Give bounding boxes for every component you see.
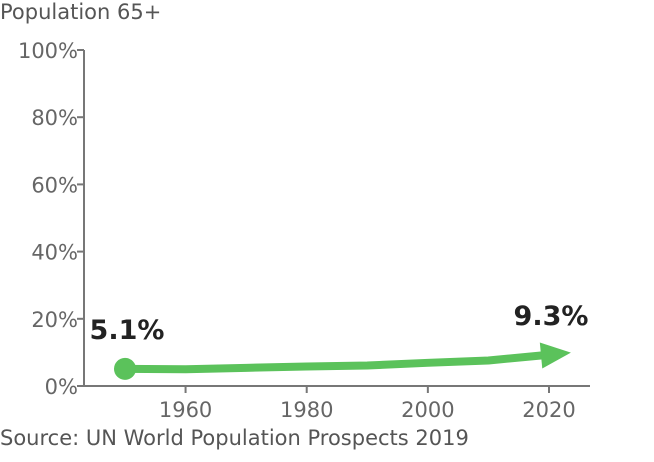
y-tick-label: 0% — [45, 375, 78, 399]
source-note: Source: UN World Population Prospects 20… — [0, 426, 469, 450]
series-line — [121, 350, 553, 374]
x-tick-label: 1960 — [159, 398, 212, 422]
x-tick-label: 2020 — [522, 398, 575, 422]
y-tick-label: 80% — [31, 106, 78, 130]
x-axis: 1960 1980 2000 2020 — [84, 385, 590, 422]
data-label: 5.1% — [90, 315, 165, 346]
data-labels: 5.1% 9.3% — [90, 301, 589, 346]
end-arrowhead — [539, 342, 571, 369]
y-tick-label: 20% — [31, 308, 78, 332]
y-tick-label: 100% — [18, 39, 78, 63]
y-tick-label: 40% — [31, 241, 78, 265]
x-tick-label: 1980 — [280, 398, 333, 422]
series-layer — [114, 342, 571, 380]
y-tick-label: 60% — [31, 173, 78, 197]
y-axis: 0% 20% 40% 60% 80% 100% — [18, 39, 85, 399]
start-point — [114, 357, 136, 380]
data-label: 9.3% — [514, 301, 589, 332]
x-tick-label: 2000 — [401, 398, 454, 422]
chart-title: Population 65+ — [0, 0, 162, 24]
